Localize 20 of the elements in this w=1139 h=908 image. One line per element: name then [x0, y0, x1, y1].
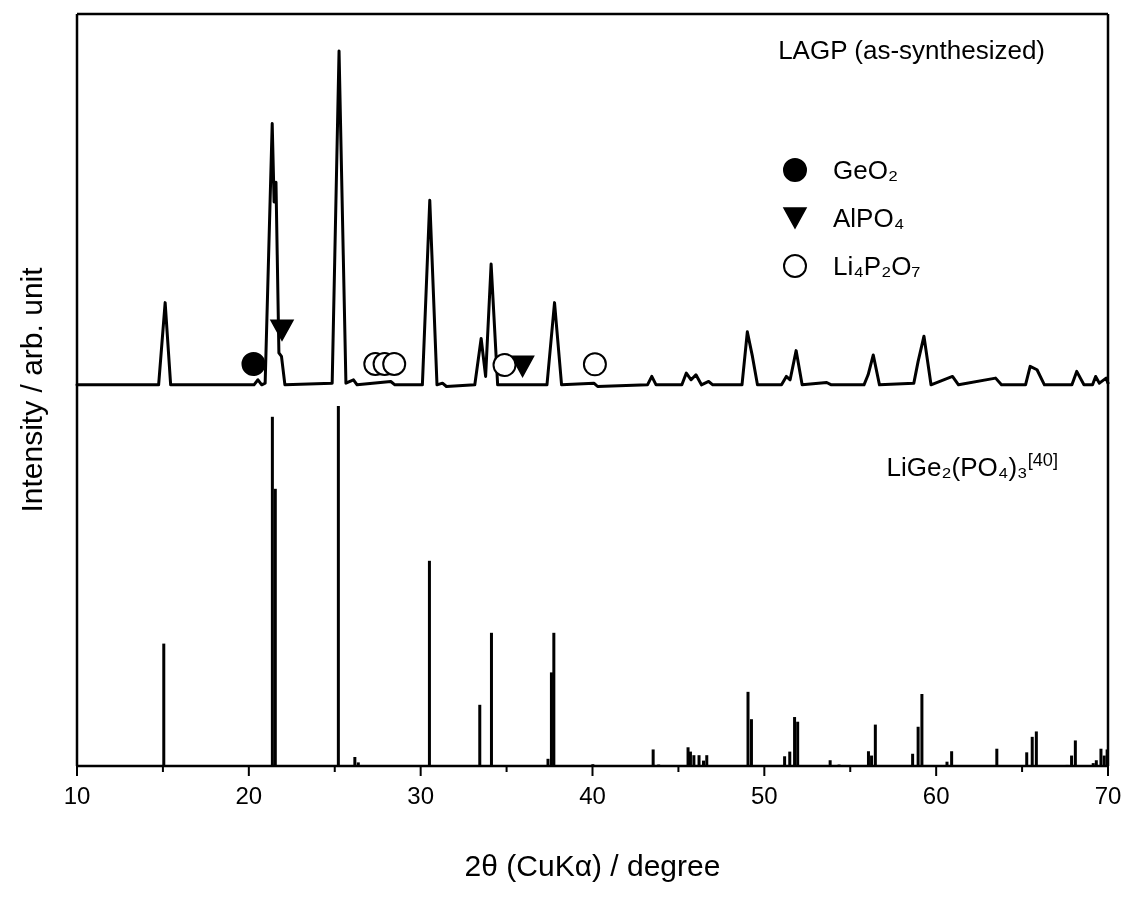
legend-label: Li₄P₂O₇ — [833, 251, 921, 281]
point — [382, 352, 407, 377]
point — [510, 355, 535, 378]
x-axis-title: 2θ (CuKα) / degree — [464, 849, 721, 882]
x-tick-label: 50 — [750, 782, 778, 809]
point — [492, 353, 517, 378]
point — [582, 352, 607, 377]
x-tick-label: 20 — [235, 782, 263, 809]
x-tick-label: 10 — [63, 782, 91, 809]
x-tick-label: 30 — [407, 782, 435, 809]
x-tick-label: 70 — [1094, 782, 1122, 809]
legend-label: AlPO₄ — [833, 203, 905, 233]
x-tick-label: 60 — [922, 782, 950, 809]
legend-label: GeO₂ — [833, 155, 898, 185]
annotation: LAGP (as-synthesized) — [778, 35, 1045, 65]
y-axis-title: Intensity / arb. unit — [15, 266, 48, 513]
text: LiGe₂(PO₄)₃$^{[40]}$ — [886, 450, 1058, 482]
x-tick-label: 40 — [579, 782, 606, 809]
point — [241, 352, 266, 377]
point — [270, 319, 294, 341]
